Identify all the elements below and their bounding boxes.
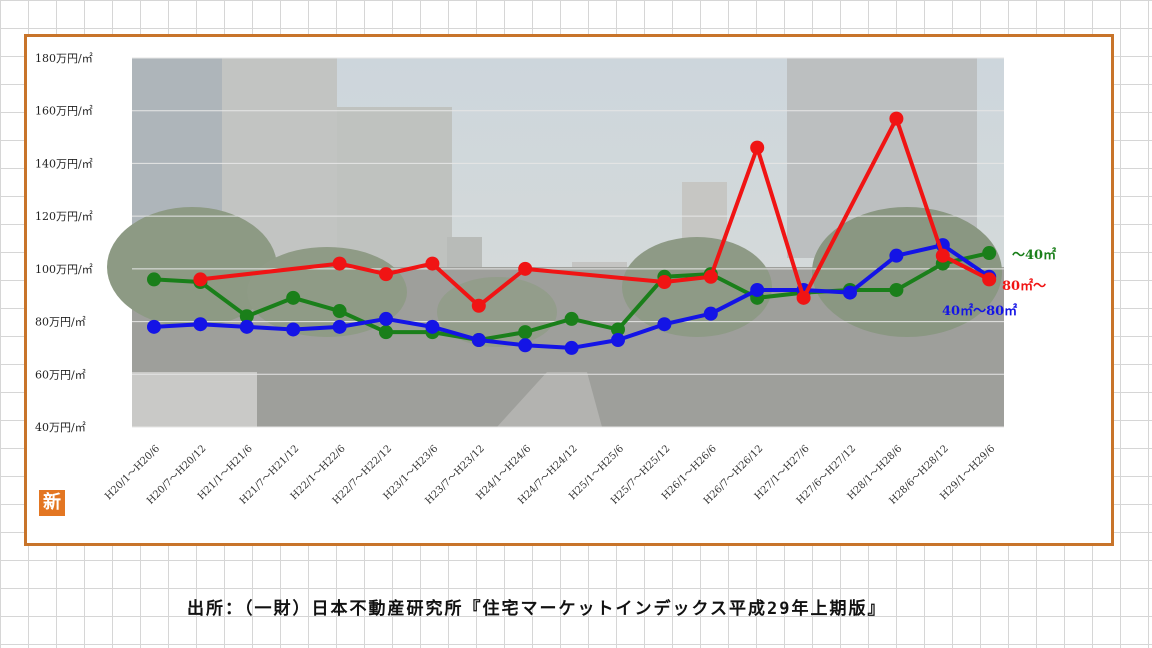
data-point <box>379 311 393 326</box>
data-point <box>657 317 672 332</box>
series-label: 80㎡〜 <box>1002 278 1046 294</box>
data-point <box>379 267 393 282</box>
plot-background-photo <box>107 58 1004 427</box>
data-point <box>239 319 254 334</box>
data-point <box>889 248 904 263</box>
y-tick-label: 100万円/㎡ <box>35 263 93 276</box>
data-point <box>379 325 393 340</box>
data-point <box>471 333 486 348</box>
series-lines <box>147 111 997 355</box>
data-point <box>611 322 625 337</box>
y-tick-label: 180万円/㎡ <box>35 52 93 65</box>
data-point <box>239 309 254 324</box>
data-point <box>611 333 625 348</box>
data-point <box>193 272 208 287</box>
data-point <box>889 282 904 297</box>
grid-lines <box>132 57 1004 428</box>
data-point <box>796 290 811 305</box>
data-point <box>982 272 997 287</box>
data-point <box>703 306 718 321</box>
line-chart: 40万円/㎡ 60万円/㎡ 80万円/㎡ 100万円/㎡ 120万円/㎡ 140万円/㎡ 1… <box>35 52 1056 507</box>
data-point <box>518 338 533 353</box>
data-point <box>193 317 208 332</box>
new-badge: 新 <box>39 490 65 516</box>
data-point <box>889 111 904 126</box>
data-point <box>471 298 486 313</box>
data-point <box>147 272 161 287</box>
data-point <box>703 269 718 284</box>
series-label: 〜40㎡ <box>1012 247 1056 263</box>
data-point <box>286 322 301 337</box>
data-point <box>332 319 347 334</box>
data-point <box>425 256 440 271</box>
data-point <box>843 285 857 300</box>
series-labels: 〜40㎡ 40㎡〜80㎡ 80㎡〜 <box>942 247 1056 319</box>
data-point <box>657 275 672 290</box>
y-tick-label: 160万円/㎡ <box>35 105 93 118</box>
data-point <box>332 304 347 319</box>
data-point <box>332 256 347 271</box>
data-point <box>518 261 533 276</box>
y-tick-label: 80万円/㎡ <box>35 316 86 329</box>
y-tick-label: 140万円/㎡ <box>35 157 93 170</box>
data-point <box>935 248 950 263</box>
chart-frame: 40万円/㎡ 60万円/㎡ 80万円/㎡ 100万円/㎡ 120万円/㎡ 140万円/㎡ 1… <box>24 34 1114 546</box>
data-point <box>147 319 161 334</box>
data-point <box>750 140 765 155</box>
data-point <box>564 340 579 355</box>
y-tick-label: 60万円/㎡ <box>35 368 86 381</box>
data-point <box>982 246 997 261</box>
data-point <box>286 290 301 305</box>
series-label: 40㎡〜80㎡ <box>942 303 1017 319</box>
x-axis-ticks: H20/1〜H20/6H20/7〜H20/12H21/1〜H21/6H21/7〜… <box>103 443 997 506</box>
series-1 <box>147 238 997 355</box>
data-point <box>518 325 533 340</box>
y-tick-label: 120万円/㎡ <box>35 210 93 223</box>
series-2 <box>193 111 997 313</box>
data-point <box>750 282 765 297</box>
y-axis-ticks: 40万円/㎡ 60万円/㎡ 80万円/㎡ 100万円/㎡ 120万円/㎡ 140万円/㎡ 1… <box>35 52 93 434</box>
data-point <box>425 319 440 334</box>
source-note: 出所：（一財）日本不動産研究所『住宅マーケットインデックス平成29年上期版』 <box>187 599 887 619</box>
data-point <box>564 311 579 326</box>
y-tick-label: 40万円/㎡ <box>35 421 86 434</box>
